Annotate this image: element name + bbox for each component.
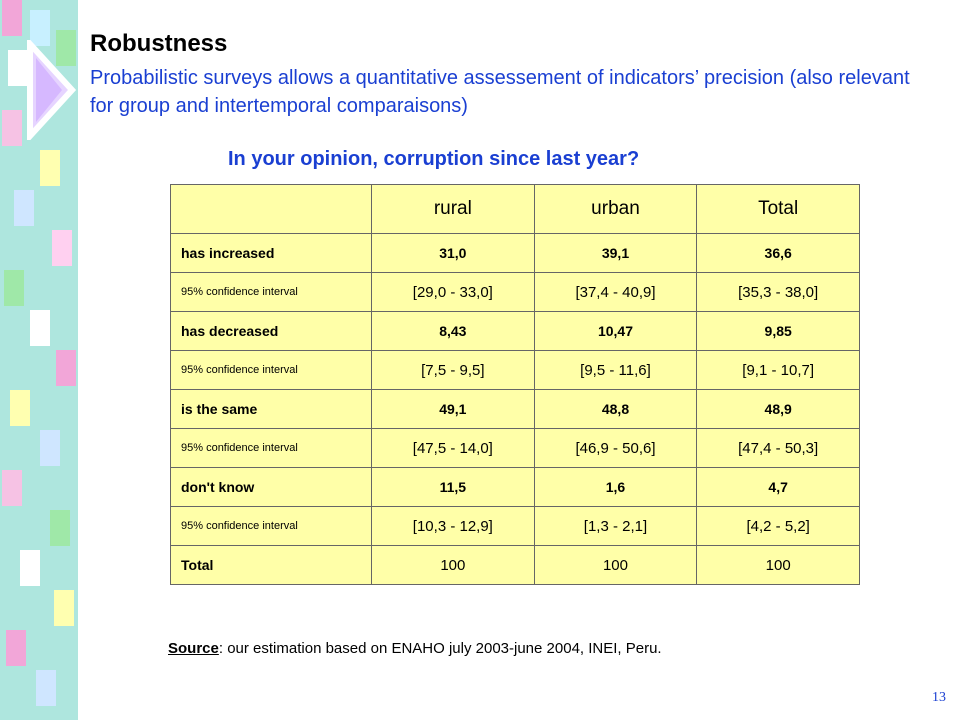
sidebar-tile	[50, 510, 70, 546]
table-cell: [4,2 - 5,2]	[696, 506, 860, 546]
table-row: has decreased 8,43 10,47 9,85	[170, 311, 860, 351]
row-label: has increased	[170, 233, 372, 273]
row-label: don't know	[170, 467, 372, 507]
sidebar-tile	[2, 110, 22, 146]
table-cell: 100	[371, 545, 535, 585]
page-title: Robustness	[90, 30, 228, 57]
sidebar-tile	[56, 30, 76, 66]
table-cell: [1,3 - 2,1]	[533, 506, 698, 546]
table-row: 95% confidence interval [7,5 - 9,5] [9,5 -…	[170, 350, 860, 390]
sidebar-tile	[40, 430, 60, 466]
page-number: 13	[932, 690, 946, 705]
sidebar-tile	[30, 310, 50, 346]
row-label: 95% confidence interval	[170, 272, 372, 312]
sidebar-tile	[2, 0, 22, 36]
table-question: In your opinion, corruption since last y…	[228, 148, 640, 170]
row-label: 95% confidence interval	[170, 350, 372, 390]
table-cell: [46,9 - 50,6]	[533, 428, 698, 468]
sidebar-tile	[4, 270, 24, 306]
row-label: 95% confidence interval	[170, 428, 372, 468]
table-cell: 49,1	[371, 389, 535, 429]
table-cell: [7,5 - 9,5]	[371, 350, 535, 390]
sidebar-tile	[6, 630, 26, 666]
decorative-sidebar	[0, 0, 78, 720]
source-note: Source: our estimation based on ENAHO ju…	[168, 640, 662, 657]
table-cell: 31,0	[371, 233, 535, 273]
sidebar-tile	[30, 10, 50, 46]
table-cell: 4,7	[696, 467, 860, 507]
table-cell: 100	[696, 545, 860, 585]
subtitle: Probabilistic surveys allows a quantitat…	[90, 67, 910, 117]
sidebar-tile	[54, 590, 74, 626]
table-cell: 1,6	[533, 467, 698, 507]
table-row: has increased 31,0 39,1 36,6	[170, 233, 860, 273]
table-cell: 8,43	[371, 311, 535, 351]
table-cell: [37,4 - 40,9]	[533, 272, 698, 312]
table-cell: 48,9	[696, 389, 860, 429]
row-label: is the same	[170, 389, 372, 429]
play-arrow-icon	[27, 40, 76, 140]
sidebar-tile	[36, 670, 56, 706]
sidebar-tile	[10, 390, 30, 426]
table-cell: 39,1	[533, 233, 698, 273]
table-cell: [10,3 - 12,9]	[371, 506, 535, 546]
table-cell: 36,6	[696, 233, 860, 273]
sidebar-tile	[8, 50, 28, 86]
sidebar-tile	[40, 150, 60, 186]
table-row: 95% confidence interval [10,3 - 12,9] [1,3…	[170, 506, 860, 546]
column-header: rural	[371, 184, 535, 234]
table-cell: [9,1 - 10,7]	[696, 350, 860, 390]
column-header	[170, 184, 372, 234]
sidebar-tile	[14, 190, 34, 226]
table-cell: [47,5 - 14,0]	[371, 428, 535, 468]
row-label: Total	[170, 545, 372, 585]
sidebar-tile	[52, 230, 72, 266]
sidebar-tile	[20, 550, 40, 586]
table-cell: [47,4 - 50,3]	[696, 428, 860, 468]
table-cell: 48,8	[533, 389, 698, 429]
source-text: : our estimation based on ENAHO july 200…	[218, 640, 662, 657]
sidebar-tile	[56, 350, 76, 386]
row-label: 95% confidence interval	[170, 506, 372, 546]
table-cell: [35,3 - 38,0]	[696, 272, 860, 312]
source-label: Source	[168, 640, 219, 657]
table-row: is the same 49,1 48,8 48,9	[170, 389, 860, 429]
table-header-row: rural urban Total	[170, 184, 860, 234]
table-cell: 10,47	[533, 311, 698, 351]
table-cell: 9,85	[696, 311, 860, 351]
table-cell: 100	[533, 545, 698, 585]
column-header: Total	[696, 184, 860, 234]
sidebar-tile	[2, 470, 22, 506]
table-row: Total 100 100 100	[170, 545, 860, 585]
results-table: rural urban Total has increased 31,0 39,1 36,6…	[170, 184, 860, 585]
column-header: urban	[533, 184, 698, 234]
row-label: has decreased	[170, 311, 372, 351]
table-cell: 11,5	[371, 467, 535, 507]
table-row: don't know 11,5 1,6 4,7	[170, 467, 860, 507]
table-cell: [9,5 - 11,6]	[533, 350, 698, 390]
table-row: 95% confidence interval [29,0 - 33,0] [37,…	[170, 272, 860, 312]
table-row: 95% confidence interval [47,5 - 14,0] [46,…	[170, 428, 860, 468]
table-cell: [29,0 - 33,0]	[371, 272, 535, 312]
